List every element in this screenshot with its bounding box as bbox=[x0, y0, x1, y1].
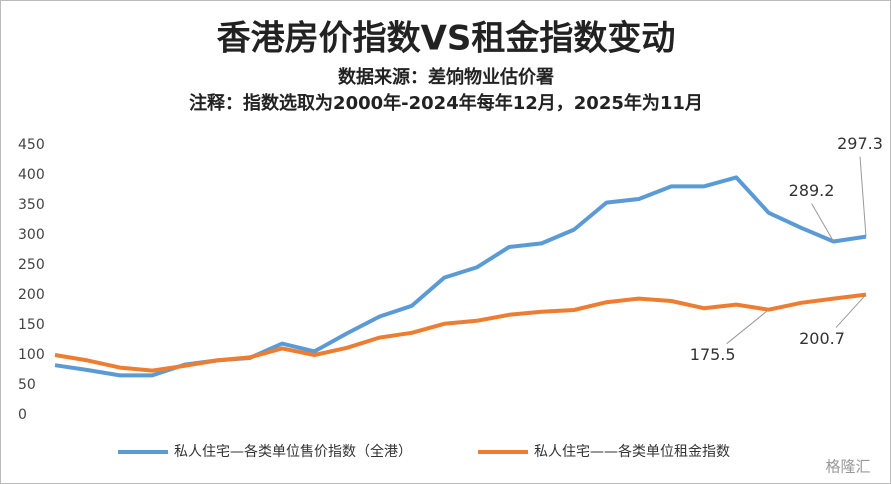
y-tick-label: 450 bbox=[18, 137, 45, 153]
leader-line bbox=[726, 309, 769, 345]
data-label: 297.3 bbox=[837, 134, 883, 153]
chart-note: 注释：指数选取为2000年-2024年每年12月，2025年为11月 bbox=[189, 92, 703, 114]
y-tick-label: 300 bbox=[18, 227, 45, 243]
y-tick-label: 0 bbox=[18, 407, 27, 423]
chart-subtitle: 数据来源：差饷物业估价署 bbox=[338, 66, 554, 88]
data-label: 175.5 bbox=[690, 345, 736, 364]
leader-line bbox=[835, 294, 867, 328]
y-tick-label: 400 bbox=[18, 167, 45, 183]
y-tick-label: 100 bbox=[18, 347, 45, 363]
chart-title: 香港房价指数VS租金指数变动 bbox=[217, 19, 676, 59]
data-line bbox=[54, 292, 867, 373]
y-tick-label: 150 bbox=[18, 317, 45, 333]
legend-label: 私人住宅——各类单位租金指数 bbox=[534, 444, 730, 460]
leader-line bbox=[859, 156, 867, 237]
y-tick-label: 50 bbox=[18, 377, 36, 393]
data-label: 289.2 bbox=[789, 181, 835, 200]
data-label: 200.7 bbox=[799, 329, 845, 348]
watermark: 格隆汇 bbox=[825, 458, 870, 476]
leader-line bbox=[811, 203, 834, 242]
y-tick-label: 350 bbox=[18, 197, 45, 213]
legend-label: 私人住宅—各类单位售价指数（全港） bbox=[174, 443, 412, 460]
y-tick-label: 250 bbox=[18, 257, 45, 273]
y-tick-label: 200 bbox=[18, 287, 45, 303]
